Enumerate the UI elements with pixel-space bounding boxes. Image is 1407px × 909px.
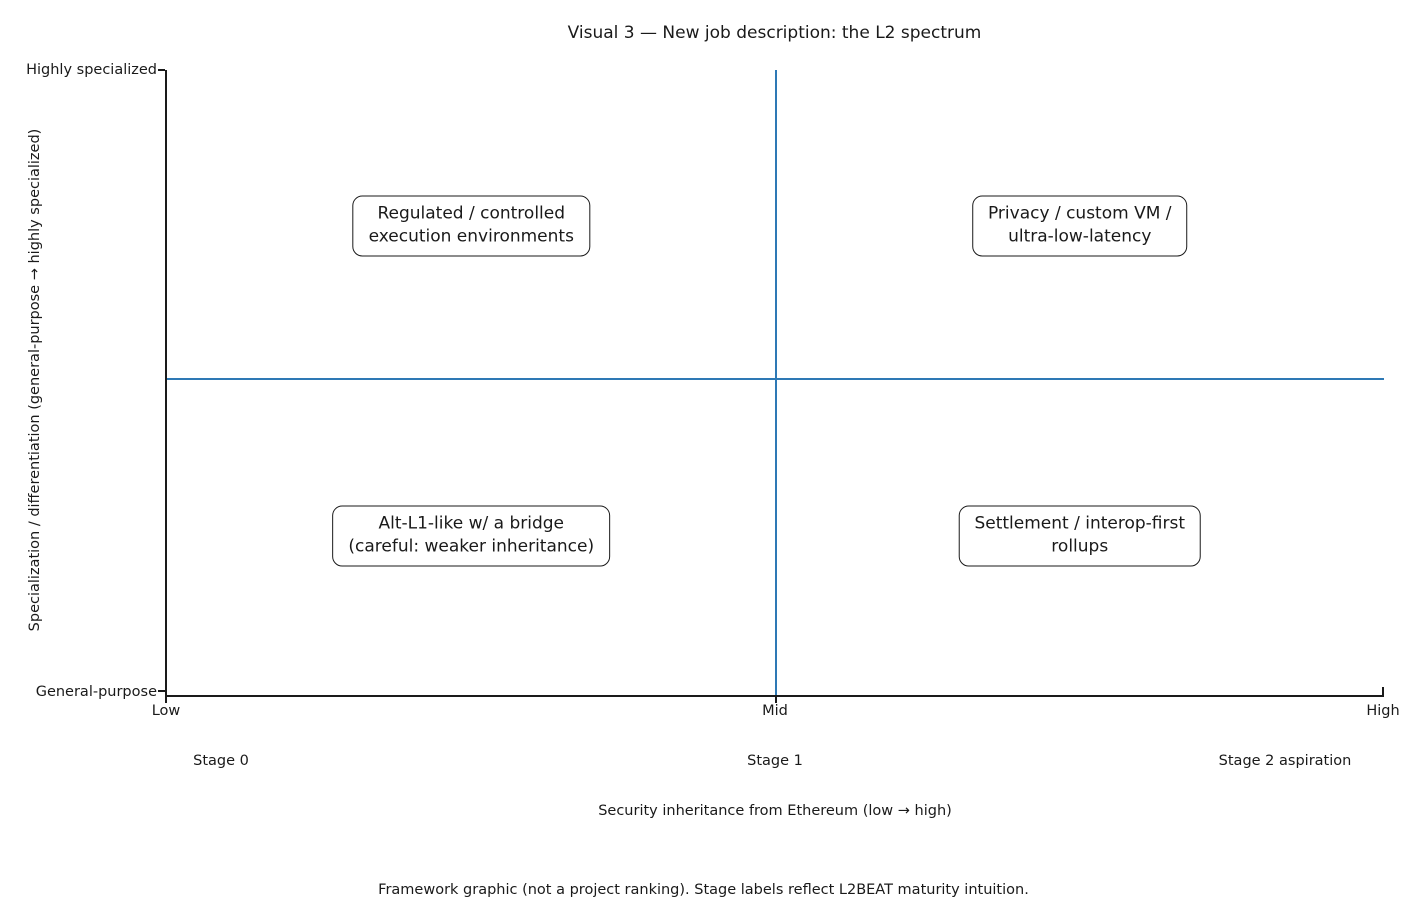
quadrant-box-top-left-line1: Regulated / controlled	[377, 203, 566, 224]
y-tick-label-top: Highly specialized	[26, 62, 157, 78]
x-tick-label-high: High	[1366, 703, 1400, 719]
quadrant-box-bottom-left-line1: Alt-L1-like w/ a bridge	[378, 513, 565, 534]
quadrant-box-top-left: Regulated / controlled execution environ…	[352, 195, 590, 257]
plot-area: Regulated / controlled execution environ…	[158, 69, 1384, 703]
x-tick-mark-high	[1382, 687, 1384, 695]
y-tick-mark-top	[158, 69, 165, 71]
footnote: Framework graphic (not a project ranking…	[378, 882, 1029, 898]
stage-label-1: Stage 1	[747, 753, 803, 769]
x-axis-title: Security inheritance from Ethereum (low …	[598, 803, 952, 819]
stage-label-2: Stage 2 aspiration	[1218, 753, 1352, 769]
x-tick-label-low: Low	[151, 703, 181, 719]
quadrant-box-top-right: Privacy / custom VM / ultra-low-latency	[971, 195, 1188, 257]
stage-label-0: Stage 0	[193, 753, 249, 769]
chart-title: Visual 3 — New job description: the L2 s…	[567, 23, 982, 43]
quadrant-box-top-right-line2: ultra-low-latency	[1008, 226, 1152, 247]
y-tick-label-bottom: General-purpose	[35, 684, 157, 700]
crosshair-horizontal-line	[167, 378, 1384, 380]
quadrant-box-bottom-right-line1: Settlement / interop-first	[974, 513, 1186, 534]
quadrant-box-bottom-right: Settlement / interop-first rollups	[958, 505, 1202, 567]
x-tick-mark-low	[165, 697, 167, 703]
y-tick-mark-bottom	[158, 690, 165, 692]
quadrant-box-top-right-line1: Privacy / custom VM /	[987, 203, 1172, 224]
crosshair-vertical-line	[774, 70, 777, 695]
quadrant-box-bottom-left: Alt-L1-like w/ a bridge (careful: weaker…	[332, 505, 611, 567]
quadrant-box-bottom-left-line2: (careful: weaker inheritance)	[348, 536, 595, 557]
x-tick-mark-mid	[774, 697, 777, 703]
quadrant-box-bottom-right-line2: rollups	[1051, 536, 1109, 557]
quadrant-box-top-left-line2: execution environments	[368, 226, 574, 247]
x-tick-label-mid: Mid	[762, 703, 788, 719]
y-axis-title: Specialization / differentiation (genera…	[27, 128, 43, 632]
